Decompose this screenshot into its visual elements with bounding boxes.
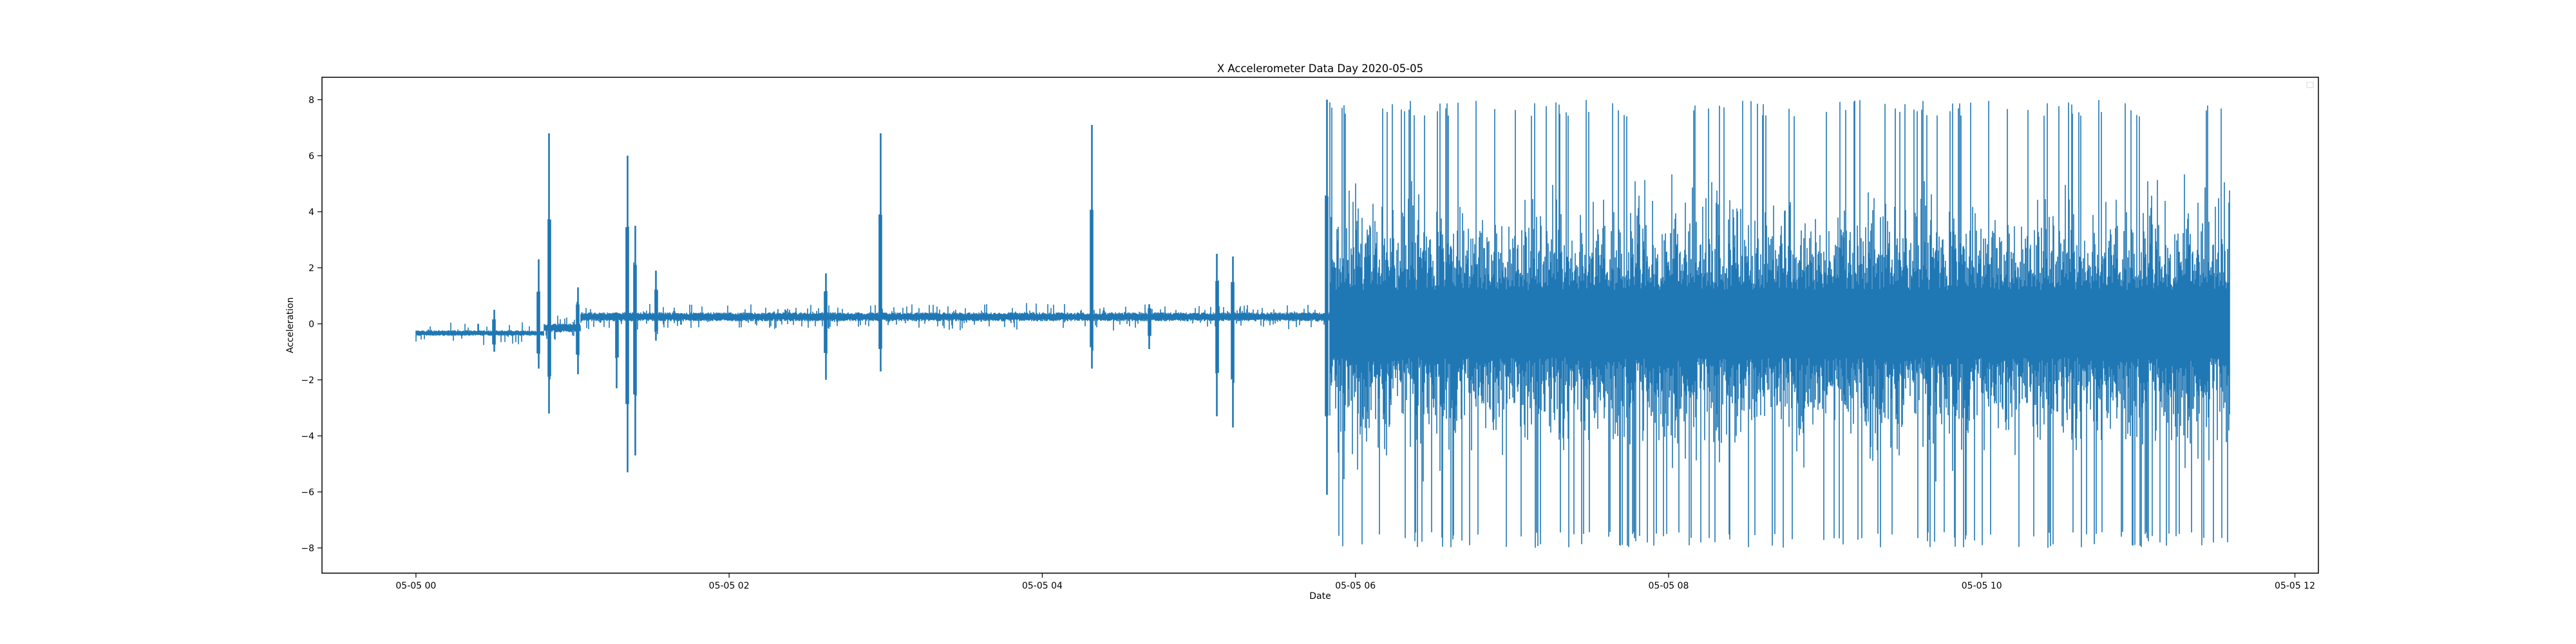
y-tick-label: 2 — [308, 263, 314, 274]
y-tick-label: 4 — [308, 207, 314, 218]
y-tick-label: −2 — [301, 375, 314, 386]
x-tick-label: 05-05 12 — [2275, 581, 2315, 591]
y-tick-label: 8 — [308, 95, 314, 106]
x-axis: 05-05 00 05-05 02 05-05 04 05-05 06 05-05 08… — [395, 573, 2315, 591]
x-tick-label: 05-05 04 — [1022, 581, 1063, 591]
x-tick-label: 05-05 06 — [1335, 581, 1376, 591]
legend-box — [2306, 82, 2314, 88]
y-tick-label: −4 — [301, 431, 314, 442]
y-axis-label: Acceleration — [285, 298, 296, 354]
series-path — [415, 99, 2230, 548]
x-tick-label: 05-05 08 — [1649, 581, 1689, 591]
x-tick-label: 05-05 00 — [395, 581, 436, 591]
y-axis: −8 −6 −4 −2 0 2 4 6 8 — [301, 95, 322, 554]
y-tick-label: 6 — [308, 151, 314, 162]
x-tick-label: 05-05 10 — [1962, 581, 2002, 591]
x-axis-label: Date — [1309, 591, 1331, 601]
y-tick-label: −6 — [301, 488, 314, 498]
y-tick-label: −8 — [301, 544, 314, 554]
x-tick-label: 05-05 02 — [709, 581, 750, 591]
y-tick-label: 0 — [308, 319, 314, 330]
chart-title: X Accelerometer Data Day 2020-05-05 — [1217, 62, 1423, 75]
series-line — [415, 99, 2230, 548]
plot-frame — [321, 77, 2319, 574]
